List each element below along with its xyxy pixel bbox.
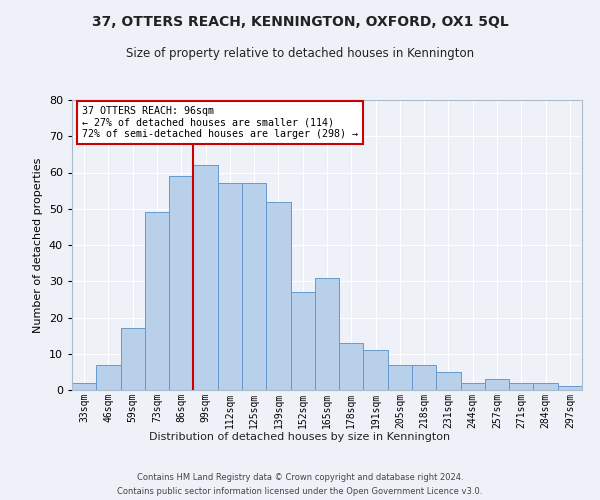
Bar [364, 350, 388, 390]
Text: Contains public sector information licensed under the Open Government Licence v3: Contains public sector information licen… [118, 488, 482, 496]
Y-axis label: Number of detached properties: Number of detached properties [33, 158, 43, 332]
Bar [169, 176, 193, 390]
Text: Contains HM Land Registry data © Crown copyright and database right 2024.: Contains HM Land Registry data © Crown c… [137, 472, 463, 482]
Text: Size of property relative to detached houses in Kennington: Size of property relative to detached ho… [126, 48, 474, 60]
Bar [388, 364, 412, 390]
Text: 37, OTTERS REACH, KENNINGTON, OXFORD, OX1 5QL: 37, OTTERS REACH, KENNINGTON, OXFORD, OX… [92, 15, 508, 29]
Text: 37 OTTERS REACH: 96sqm
← 27% of detached houses are smaller (114)
72% of semi-de: 37 OTTERS REACH: 96sqm ← 27% of detached… [82, 106, 358, 139]
Bar [436, 372, 461, 390]
Bar [72, 383, 96, 390]
Bar [533, 383, 558, 390]
Bar [558, 386, 582, 390]
Text: Distribution of detached houses by size in Kennington: Distribution of detached houses by size … [149, 432, 451, 442]
Bar [461, 383, 485, 390]
Bar [218, 184, 242, 390]
Bar [412, 364, 436, 390]
Bar [509, 383, 533, 390]
Bar [242, 184, 266, 390]
Bar [96, 364, 121, 390]
Bar [121, 328, 145, 390]
Bar [145, 212, 169, 390]
Bar [339, 343, 364, 390]
Bar [315, 278, 339, 390]
Bar [266, 202, 290, 390]
Bar [290, 292, 315, 390]
Bar [193, 165, 218, 390]
Bar [485, 379, 509, 390]
